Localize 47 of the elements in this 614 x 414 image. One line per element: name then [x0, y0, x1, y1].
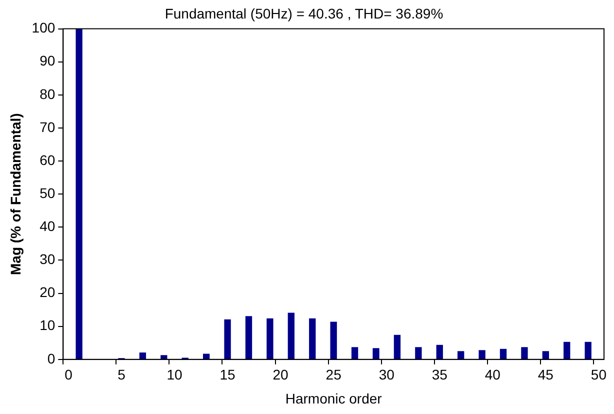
- bar: [160, 355, 168, 360]
- x-tick-label: 50: [590, 366, 607, 383]
- x-tick-label: 25: [326, 366, 342, 383]
- y-tick-label: 60: [40, 152, 56, 168]
- x-tick-label: 5: [118, 366, 126, 383]
- y-tick-label: 0: [47, 350, 56, 366]
- y-tick-label: 90: [40, 52, 56, 69]
- bar: [394, 334, 401, 360]
- x-axis-title: Harmonic order: [285, 390, 382, 406]
- bar: [500, 348, 507, 360]
- bar: [139, 352, 146, 360]
- bar: [415, 347, 422, 360]
- bar: [351, 347, 358, 360]
- bar: [76, 28, 82, 360]
- x-tick-label: 20: [272, 366, 289, 383]
- bar: [372, 348, 380, 360]
- y-tick-label: 100: [32, 20, 56, 36]
- bar: [436, 344, 443, 360]
- x-tick-label: 45: [538, 366, 554, 383]
- bar: [245, 316, 252, 360]
- bar: [584, 342, 592, 360]
- bar: [478, 350, 486, 360]
- y-tick-label: 20: [40, 284, 56, 300]
- x-tick-label: 35: [432, 366, 448, 383]
- bar: [542, 351, 550, 360]
- x-tick-label: 10: [166, 366, 183, 383]
- bar: [521, 347, 528, 360]
- chart-title: Fundamental (50Hz) = 40.36 , THD= 36.89%: [164, 5, 444, 22]
- x-tick-label: 15: [220, 366, 236, 383]
- bar: [458, 351, 464, 360]
- y-tick-label: 80: [40, 86, 56, 102]
- y-tick-label: 10: [40, 317, 56, 334]
- y-tick-label: 40: [40, 218, 56, 234]
- x-tick-label: 0: [64, 366, 73, 383]
- bar: [564, 342, 570, 360]
- y-tick-label: 70: [40, 118, 56, 135]
- y-axis-title: Mag (% of Fundamental): [7, 113, 24, 275]
- bar: [330, 322, 337, 360]
- bar: [224, 319, 231, 360]
- y-tick-label: 30: [40, 251, 56, 268]
- x-tick-label: 30: [378, 366, 395, 383]
- y-tick-label: 50: [40, 184, 56, 201]
- bar: [288, 312, 294, 360]
- bar: [309, 318, 316, 360]
- bar: [266, 318, 274, 360]
- x-tick-label: 40: [484, 366, 501, 383]
- bar: [202, 354, 210, 360]
